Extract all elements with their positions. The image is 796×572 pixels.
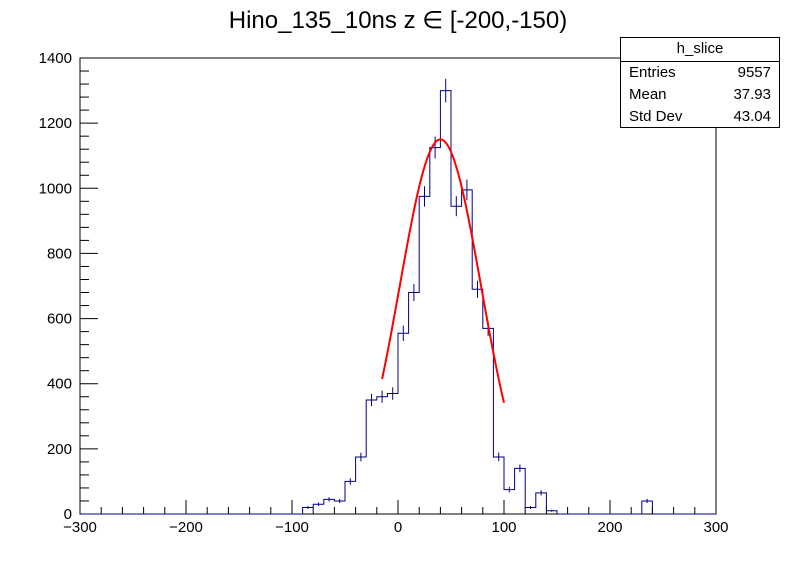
x-tick-label: 300 [703, 519, 728, 536]
y-tick-label: 800 [47, 245, 72, 262]
x-tick-label: 100 [491, 519, 516, 536]
stats-entries-row: Entries 9557 [621, 62, 779, 84]
x-tick-label: −300 [63, 519, 97, 536]
x-tick-label: 0 [394, 519, 402, 536]
x-tick-label: 200 [597, 519, 622, 536]
stats-box-title: h_slice [621, 38, 779, 62]
stats-std-label: Std Dev [629, 108, 683, 125]
x-tick-label: −200 [169, 519, 203, 536]
y-tick-label: 0 [64, 506, 72, 523]
y-tick-label: 1000 [39, 180, 72, 197]
stats-mean-row: Mean 37.93 [621, 84, 779, 106]
y-tick-label: 200 [47, 441, 72, 458]
gaussian-fit-curve [381, 138, 505, 404]
stats-mean-value: 37.93 [733, 86, 771, 103]
y-tick-label: 1400 [39, 50, 72, 67]
histogram-outline [80, 90, 716, 515]
y-tick-label: 1200 [39, 115, 72, 132]
stats-std-value: 43.04 [733, 108, 771, 125]
stats-std-row: Std Dev 43.04 [621, 106, 779, 128]
stats-mean-label: Mean [629, 86, 667, 103]
x-tick-label: −100 [275, 519, 309, 536]
y-tick-label: 600 [47, 311, 72, 328]
stats-entries-label: Entries [629, 64, 676, 81]
stats-entries-value: 9557 [737, 64, 771, 81]
stats-box: h_slice Entries 9557 Mean 37.93 Std Dev … [620, 37, 780, 128]
y-tick-label: 400 [47, 376, 72, 393]
chart-title: Hino_135_10ns z ∈ [-200,-150) [228, 7, 568, 34]
